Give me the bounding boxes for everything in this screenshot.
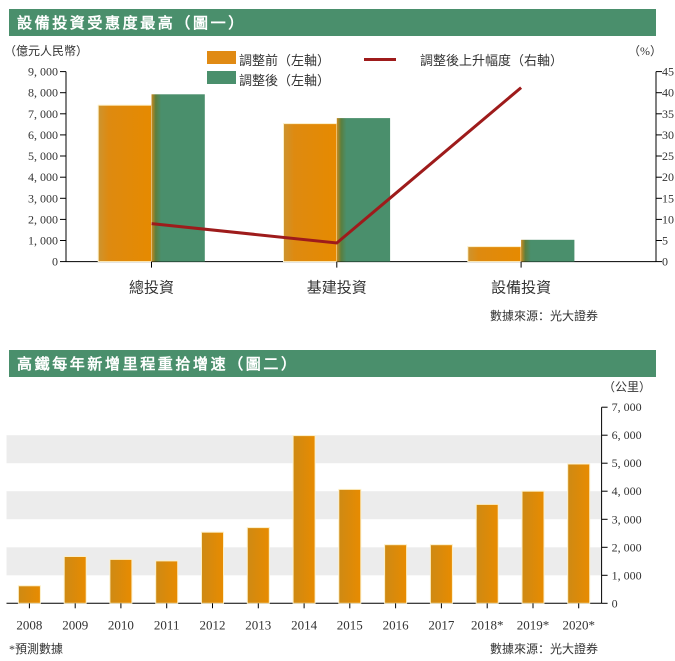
svg-text:2, 000: 2, 000 xyxy=(28,212,58,226)
svg-text:4, 000: 4, 000 xyxy=(28,170,58,184)
svg-text:5: 5 xyxy=(662,234,668,248)
svg-text:5, 000: 5, 000 xyxy=(28,149,58,163)
svg-text:5, 000: 5, 000 xyxy=(612,456,642,470)
svg-text:基建投資: 基建投資 xyxy=(307,280,367,297)
svg-text:8, 000: 8, 000 xyxy=(28,86,58,100)
svg-text:9, 000: 9, 000 xyxy=(28,65,58,79)
svg-text:40: 40 xyxy=(662,86,674,100)
svg-text:3, 000: 3, 000 xyxy=(612,512,642,526)
svg-text:2009: 2009 xyxy=(62,617,88,632)
svg-text:45: 45 xyxy=(662,65,674,79)
svg-text:設備投資: 設備投資 xyxy=(491,280,551,297)
svg-text:7, 000: 7, 000 xyxy=(28,107,58,121)
svg-text:35: 35 xyxy=(662,107,674,121)
svg-text:總投資: 總投資 xyxy=(129,279,174,297)
svg-text:6, 000: 6, 000 xyxy=(612,428,642,442)
svg-text:2008: 2008 xyxy=(16,617,42,632)
svg-text:2016: 2016 xyxy=(383,617,410,632)
svg-text:2017: 2017 xyxy=(428,617,455,632)
svg-text:2, 000: 2, 000 xyxy=(612,540,642,554)
svg-text:2014: 2014 xyxy=(291,617,318,632)
svg-text:2015: 2015 xyxy=(337,617,363,632)
svg-text:0: 0 xyxy=(52,255,58,269)
svg-text:2018*: 2018* xyxy=(471,617,504,632)
svg-text:15: 15 xyxy=(662,191,674,205)
svg-text:2011: 2011 xyxy=(154,617,180,632)
svg-text:2012: 2012 xyxy=(200,617,226,632)
svg-text:2019*: 2019* xyxy=(517,617,550,632)
svg-text:10: 10 xyxy=(662,212,674,226)
svg-text:6, 000: 6, 000 xyxy=(28,128,58,142)
svg-text:0: 0 xyxy=(612,596,618,610)
svg-text:2020*: 2020* xyxy=(562,617,595,632)
svg-text:20: 20 xyxy=(662,170,674,184)
svg-text:3, 000: 3, 000 xyxy=(28,191,58,205)
svg-text:4, 000: 4, 000 xyxy=(612,484,642,498)
svg-text:2013: 2013 xyxy=(245,617,271,632)
svg-text:1, 000: 1, 000 xyxy=(612,568,642,582)
svg-text:7, 000: 7, 000 xyxy=(612,400,642,414)
svg-text:25: 25 xyxy=(662,149,674,163)
svg-text:30: 30 xyxy=(662,128,674,142)
svg-text:2010: 2010 xyxy=(108,617,134,632)
svg-text:0: 0 xyxy=(662,255,668,269)
svg-text:1, 000: 1, 000 xyxy=(28,234,58,248)
